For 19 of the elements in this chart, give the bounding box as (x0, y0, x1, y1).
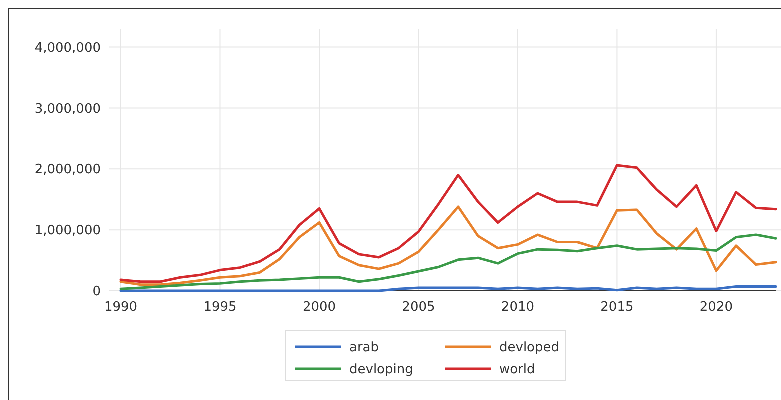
x-tick-label: 2000 (302, 300, 336, 315)
y-tick-label: 2,000,000 (34, 162, 101, 178)
line-series (120, 206, 778, 286)
x-tick-label: 1995 (204, 300, 237, 315)
legend-label: world (500, 362, 536, 378)
legend-label: arab (350, 340, 380, 356)
legend-label: devloping (350, 362, 414, 378)
y-tick-label: 0 (92, 284, 101, 300)
y-tick-label: 1,000,000 (34, 224, 101, 239)
legend-label: devloped (500, 340, 560, 356)
x-tick-label: 1990 (104, 300, 138, 315)
x-tick-label: 2005 (402, 300, 436, 315)
line-series (120, 234, 778, 290)
y-tick-label: 3,000,000 (34, 102, 101, 117)
line-series (120, 164, 778, 284)
x-tick-label: 2015 (600, 300, 634, 315)
x-tick-label: 2010 (501, 300, 535, 315)
x-tick-label: 2020 (700, 300, 733, 315)
y-tick-label: 4,000,000 (34, 40, 101, 56)
